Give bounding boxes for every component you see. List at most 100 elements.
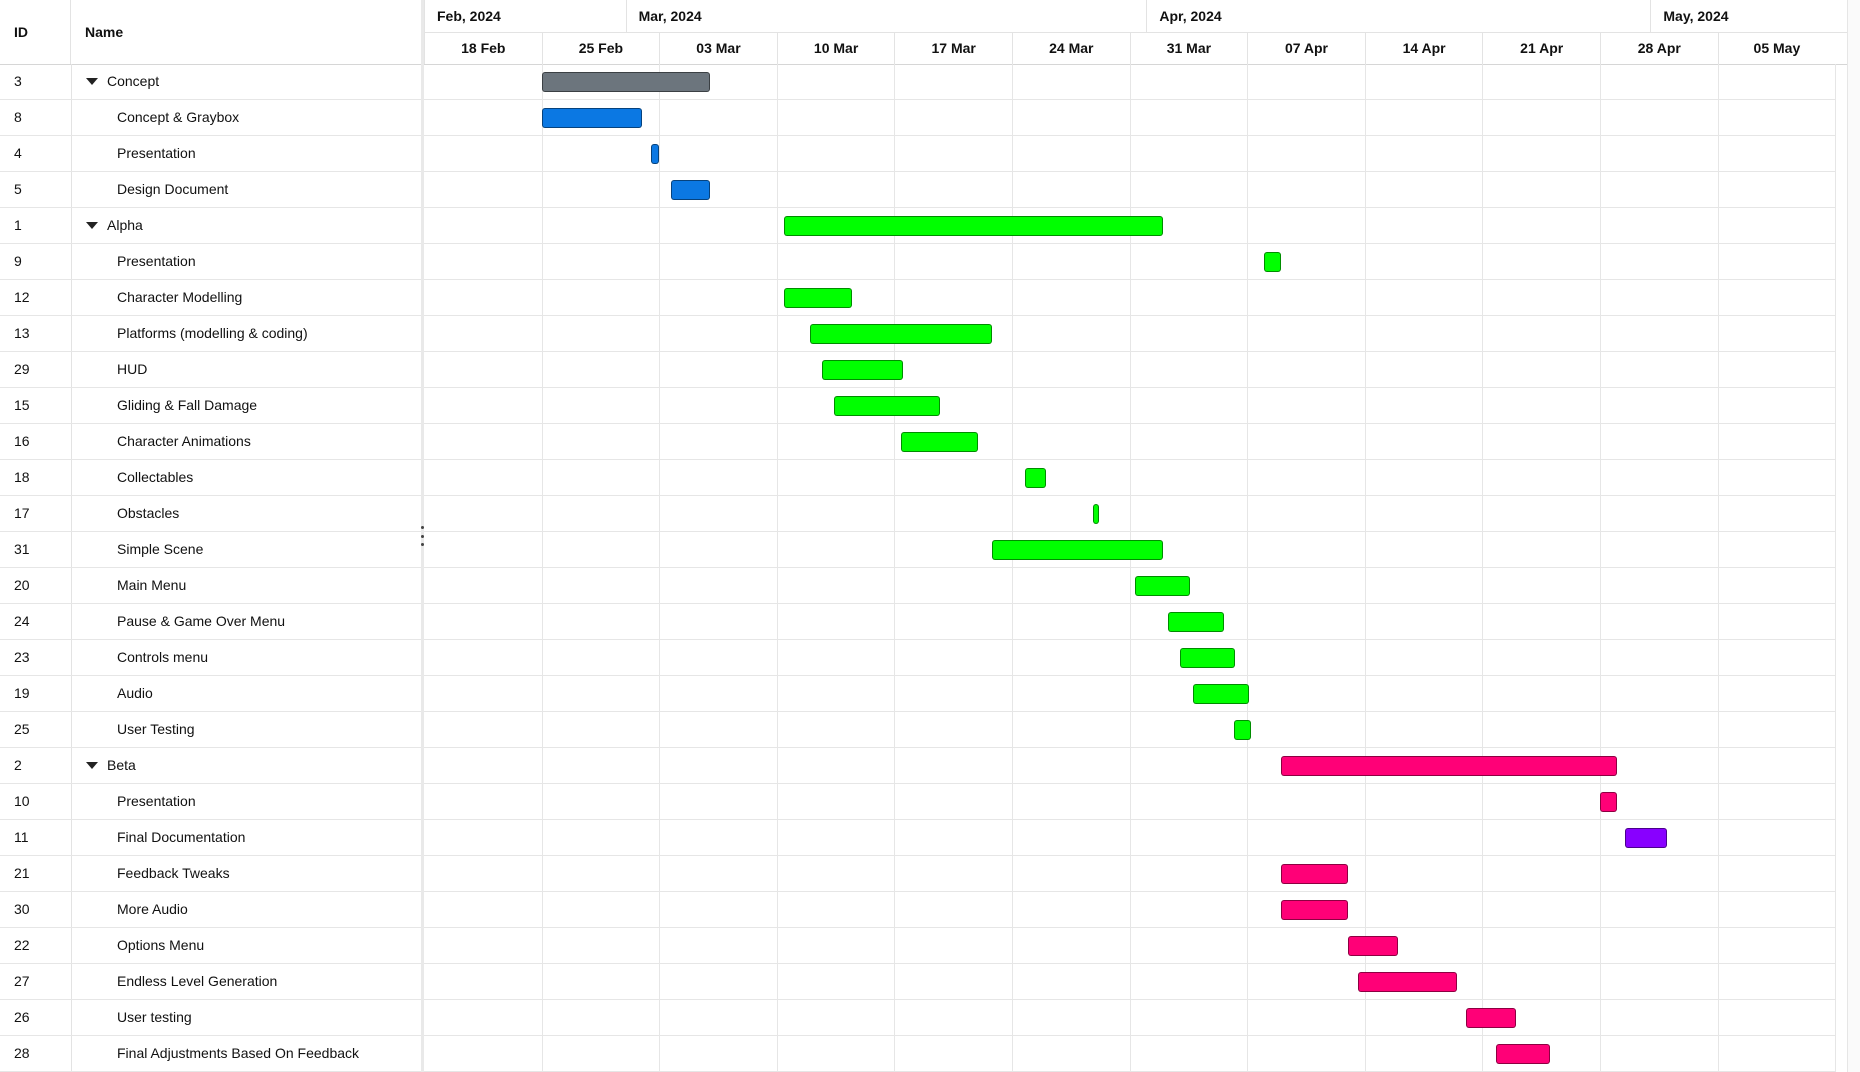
task-bar[interactable] [1358,972,1458,992]
task-id: 28 [14,1045,30,1061]
task-name: Presentation [117,793,196,809]
row-gridline [424,567,1836,568]
task-name: Concept [107,73,160,89]
task-id: 24 [14,613,30,629]
week-label: 28 Apr [1600,32,1718,64]
task-name: Simple Scene [117,541,204,557]
column-header-name[interactable]: Name [85,24,124,40]
week-gridline [1482,64,1484,1072]
task-bar[interactable] [1233,720,1251,740]
task-bar[interactable] [1180,648,1236,668]
week-label: 17 Mar [894,32,1012,64]
row-gridline [424,135,1836,136]
task-bar[interactable] [901,432,979,452]
grid-row[interactable]: 9 Presentation [0,244,421,280]
grid-row[interactable]: 16 Character Animations [0,424,421,460]
week-label: 05 May [1717,32,1836,64]
row-gridline [424,495,1836,496]
week-gridline [1247,64,1249,1072]
task-bar[interactable] [1168,612,1224,632]
task-name: Design Document [117,181,229,197]
grid-row[interactable]: 12 Character Modelling [0,280,421,316]
task-name: Options Menu [117,937,205,953]
collapse-caret-icon[interactable] [86,222,98,229]
grid-row[interactable]: 13 Platforms (modelling & coding) [0,316,421,352]
task-bar[interactable] [1600,792,1617,812]
grid-row[interactable]: 10 Presentation [0,784,421,820]
grid-row[interactable]: 19 Audio [0,676,421,712]
grid-row[interactable]: 28 Final Adjustments Based On Feedback [0,1036,421,1072]
task-bar[interactable] [1625,828,1668,848]
grid-row[interactable]: 23 Controls menu [0,640,421,676]
task-bar[interactable] [1495,1044,1550,1064]
task-bar[interactable] [1134,576,1191,596]
month-label: May, 2024 [1650,0,1835,32]
grid-row[interactable]: 22 Options Menu [0,928,421,964]
task-bar[interactable] [1092,504,1099,524]
grid-row[interactable]: 27 Endless Level Generation [0,964,421,1000]
grid-row[interactable]: 29 HUD [0,352,421,388]
summary-task-bar[interactable] [783,216,1164,236]
month-label: Mar, 2024 [625,0,1147,32]
grid-row[interactable]: 18 Collectables [0,460,421,496]
task-bar[interactable] [541,108,643,128]
grid-row[interactable]: 20 Main Menu [0,568,421,604]
task-bar[interactable] [810,324,992,344]
grid-row[interactable]: 25 User Testing [0,712,421,748]
week-gridline [1364,64,1366,1072]
task-bar[interactable] [833,396,940,416]
grid-row-group[interactable]: 1 Alpha [0,208,421,244]
task-name: Endless Level Generation [117,973,278,989]
grid-row[interactable]: 21 Feedback Tweaks [0,856,421,892]
month-label: Apr, 2024 [1146,0,1650,32]
collapse-caret-icon[interactable] [86,762,98,769]
task-bar[interactable] [1280,864,1348,884]
task-name: Controls menu [117,649,209,665]
task-id: 3 [14,73,22,89]
task-bar[interactable] [991,540,1164,560]
task-grid: ID Name 3 Concept 8 Concept & Graybox 4 Prese… [0,0,422,1072]
row-gridline [424,855,1836,856]
grid-row[interactable]: 30 More Audio [0,892,421,928]
task-bar[interactable] [1348,936,1399,956]
task-bar[interactable] [1280,900,1348,920]
task-bar[interactable] [1264,252,1281,272]
task-id: 22 [14,937,30,953]
task-bar[interactable] [1193,684,1249,704]
grid-row[interactable]: 4 Presentation [0,136,421,172]
grid-row-group[interactable]: 3 Concept [0,64,421,100]
column-header-id[interactable]: ID [0,0,71,64]
task-name: Concept & Graybox [117,109,240,125]
task-name: Collectables [117,469,194,485]
task-id: 4 [14,145,22,161]
grid-row[interactable]: 24 Pause & Game Over Menu [0,604,421,640]
summary-task-bar[interactable] [1280,756,1617,776]
task-bar[interactable] [783,288,853,308]
task-name: Beta [107,757,136,773]
grid-row[interactable]: 26 User testing [0,1000,421,1036]
week-gridline [1600,64,1601,1072]
task-id: 10 [14,793,30,809]
row-gridline [424,351,1836,352]
grid-row[interactable]: 15 Gliding & Fall Damage [0,388,421,424]
task-id: 16 [14,433,30,449]
grid-row-group[interactable]: 2 Beta [0,748,421,784]
task-bar[interactable] [1025,468,1046,488]
collapse-caret-icon[interactable] [86,78,98,85]
task-id: 30 [14,901,30,917]
grid-row[interactable]: 31 Simple Scene [0,532,421,568]
grid-row[interactable]: 11 Final Documentation [0,820,421,856]
task-bar[interactable] [1465,1008,1516,1028]
splitter-handle-icon[interactable] [421,526,424,546]
grid-row[interactable]: 8 Concept & Graybox [0,100,421,136]
vertical-scrollbar[interactable] [1847,0,1860,1072]
task-bar[interactable] [822,360,903,380]
row-gridline [424,243,1836,244]
task-bar[interactable] [650,144,660,164]
grid-row[interactable]: 17 Obstacles [0,496,421,532]
grid-row[interactable]: 5 Design Document [0,172,421,208]
task-bar[interactable] [670,180,710,200]
summary-task-bar[interactable] [541,72,710,92]
row-gridline [424,531,1836,532]
row-gridline [424,783,1836,784]
